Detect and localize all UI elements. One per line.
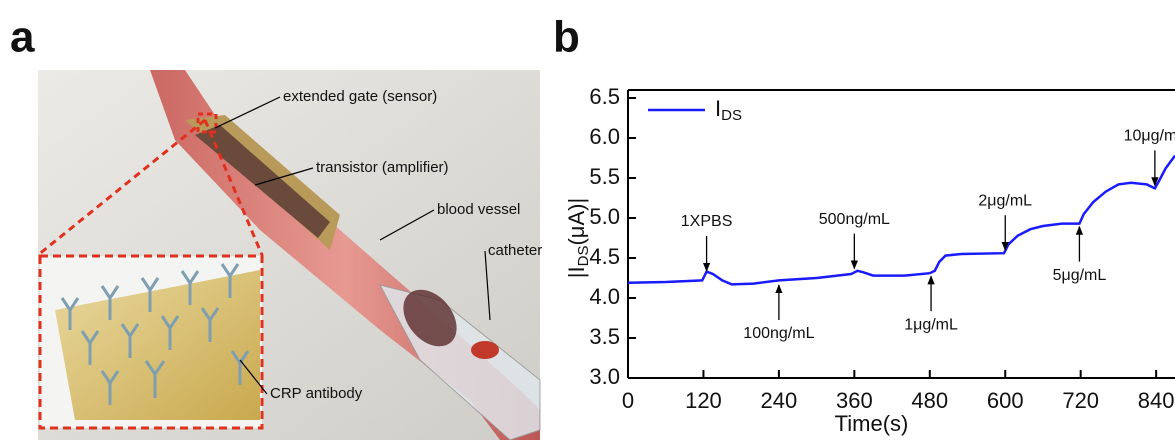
legend-label: IDS <box>715 96 742 124</box>
annotation-label: 1XPBS <box>681 213 733 230</box>
y-tick-label: 5.5 <box>589 164 620 189</box>
illustration: extended gate (sensor) transistor (ampli… <box>37 70 542 440</box>
legend-label-part: DS <box>721 107 742 124</box>
y-axis-title-part: DS <box>575 246 592 267</box>
annotation-label: 10μg/mL <box>1124 128 1175 145</box>
annotation-label: 2μg/mL <box>978 192 1032 209</box>
x-tick-label: 360 <box>836 388 873 413</box>
x-tick-label: 480 <box>911 388 948 413</box>
callout: blood vessel <box>437 201 520 218</box>
annotation-label: 500ng/mL <box>819 211 890 228</box>
callout: CRP antibody <box>270 385 363 402</box>
y-tick-label: 4.0 <box>589 284 620 309</box>
annotation-label: 100ng/mL <box>743 325 814 342</box>
x-tick-label: 600 <box>987 388 1024 413</box>
annotation-label: 1μg/mL <box>904 316 958 333</box>
x-axis-title: Time(s) <box>835 411 909 436</box>
y-tick-label: 3.5 <box>589 324 620 349</box>
panel-letter: b <box>553 13 580 62</box>
callout: catheter <box>488 242 542 259</box>
y-tick-label: 3.0 <box>589 364 620 389</box>
x-tick-label: 720 <box>1062 388 1099 413</box>
y-tick-label: 4.5 <box>589 244 620 269</box>
data-line <box>628 154 1175 286</box>
panel-letter: a <box>10 13 35 62</box>
x-tick-label: 240 <box>761 388 798 413</box>
y-tick-label: 5.0 <box>589 204 620 229</box>
y-tick-label: 6.5 <box>589 84 620 109</box>
y-axis-title: |IDS(μA)| <box>564 198 592 278</box>
y-tick-label: 6.0 <box>589 124 620 149</box>
annotation-label: 5μg/mL <box>1053 267 1107 284</box>
callout: extended gate (sensor) <box>283 88 437 105</box>
y-axis-title-part: (μA)| <box>564 198 589 246</box>
x-tick-label: 120 <box>685 388 722 413</box>
plot: 3.0 3.5 4.0 4.5 5.0 5.5 6.0 6.5 0 120 240 360 480 600… <box>564 84 1175 436</box>
y-axis-title-part: |I <box>564 266 589 278</box>
legend-label-part: I <box>715 96 721 121</box>
callout: transistor (amplifier) <box>316 159 449 176</box>
x-tick-label: 840 <box>1138 388 1175 413</box>
x-tick-label: 0 <box>622 388 634 413</box>
